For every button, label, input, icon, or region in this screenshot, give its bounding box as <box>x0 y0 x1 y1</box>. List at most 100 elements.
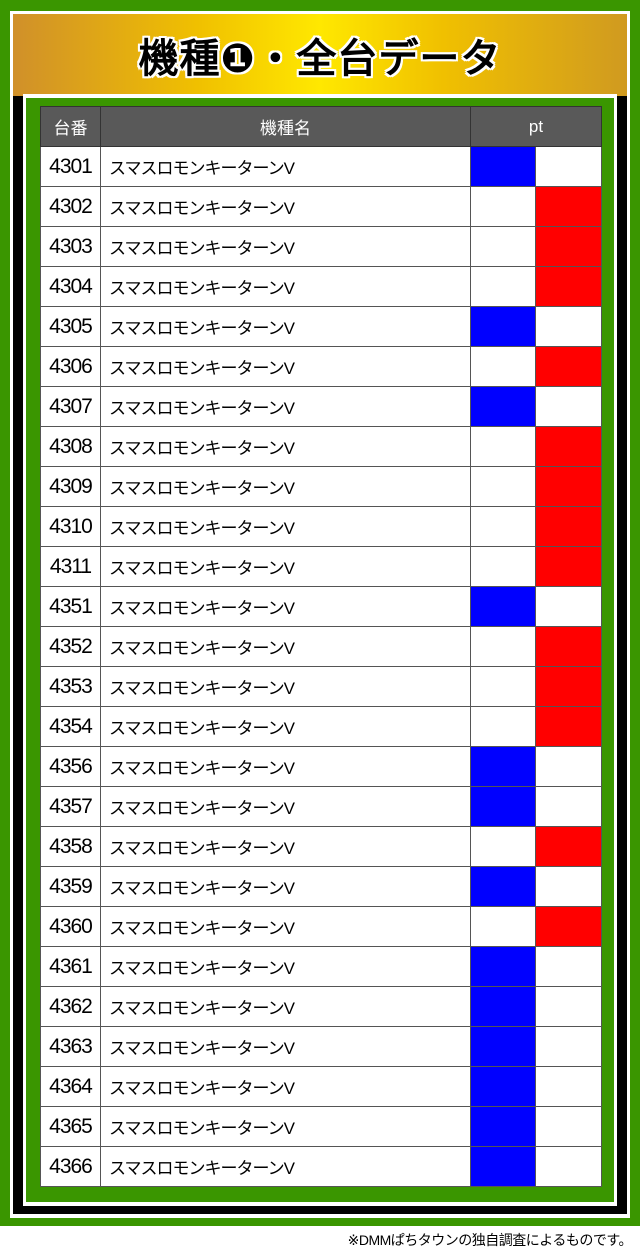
table-row: 4359 スマスロモンキーターンV <box>40 866 602 907</box>
pt-plus-cell <box>535 666 602 707</box>
pt-plus-cell <box>535 506 602 547</box>
pt-plus-cell <box>535 946 602 987</box>
pt-minus-cell <box>470 1066 536 1107</box>
table-row: 4357 スマスロモンキーターンV <box>40 786 602 827</box>
pt-plus-cell <box>535 826 602 867</box>
machine-number: 4362 <box>40 986 101 1027</box>
pt-minus-cell <box>470 1026 536 1067</box>
machine-model: スマスロモンキーターンV <box>100 626 471 667</box>
header-model: 機種名 <box>100 106 471 147</box>
pt-plus-cell <box>535 906 602 947</box>
machine-number: 4351 <box>40 586 101 627</box>
machine-model: スマスロモンキーターンV <box>100 586 471 627</box>
machine-number: 4352 <box>40 626 101 667</box>
pt-minus-cell <box>470 426 536 467</box>
machine-number: 4357 <box>40 786 101 827</box>
machine-model: スマスロモンキーターンV <box>100 1066 471 1107</box>
machine-model: スマスロモンキーターンV <box>100 866 471 907</box>
table-row: 4306 スマスロモンキーターンV <box>40 346 602 387</box>
pt-minus-cell <box>470 986 536 1027</box>
table-row: 4363 スマスロモンキーターンV <box>40 1026 602 1067</box>
machine-model: スマスロモンキーターンV <box>100 546 471 587</box>
machine-number: 4360 <box>40 906 101 947</box>
machine-model: スマスロモンキーターンV <box>100 706 471 747</box>
machine-number: 4306 <box>40 346 101 387</box>
pt-plus-cell <box>535 706 602 747</box>
pt-plus-cell <box>535 306 602 347</box>
machine-model: スマスロモンキーターンV <box>100 1106 471 1147</box>
table-row: 4308 スマスロモンキーターンV <box>40 426 602 467</box>
pt-minus-cell <box>470 506 536 547</box>
pt-minus-cell <box>470 346 536 387</box>
pt-minus-cell <box>470 586 536 627</box>
pt-minus-cell <box>470 706 536 747</box>
pt-plus-cell <box>535 786 602 827</box>
title-banner: 機種❶・全台データ <box>13 14 627 96</box>
machine-model: スマスロモンキーターンV <box>100 1146 471 1187</box>
header-number: 台番 <box>40 106 101 147</box>
machine-model: スマスロモンキーターンV <box>100 746 471 787</box>
machine-number: 4365 <box>40 1106 101 1147</box>
machine-model: スマスロモンキーターンV <box>100 986 471 1027</box>
machine-model: スマスロモンキーターンV <box>100 226 471 267</box>
machine-model: スマスロモンキーターンV <box>100 786 471 827</box>
machine-model: スマスロモンキーターンV <box>100 906 471 947</box>
table-row: 4356 スマスロモンキーターンV <box>40 746 602 787</box>
pt-minus-cell <box>470 1146 536 1187</box>
pt-plus-cell <box>535 186 602 227</box>
table-row: 4366 スマスロモンキーターンV <box>40 1146 602 1187</box>
pt-minus-cell <box>470 826 536 867</box>
machine-model: スマスロモンキーターンV <box>100 266 471 307</box>
machine-number: 4364 <box>40 1066 101 1107</box>
pt-plus-cell <box>535 1026 602 1067</box>
machine-number: 4301 <box>40 146 101 187</box>
machine-model: スマスロモンキーターンV <box>100 386 471 427</box>
table-header-row: 台番 機種名 pt <box>40 106 602 147</box>
table-row: 4354 スマスロモンキーターンV <box>40 706 602 747</box>
machine-model: スマスロモンキーターンV <box>100 666 471 707</box>
page-title: 機種❶・全台データ <box>138 37 502 81</box>
pt-minus-cell <box>470 786 536 827</box>
pt-plus-cell <box>535 266 602 307</box>
pt-minus-cell <box>470 946 536 987</box>
pt-plus-cell <box>535 586 602 627</box>
table-row: 4307 スマスロモンキーターンV <box>40 386 602 427</box>
table-row: 4365 スマスロモンキーターンV <box>40 1106 602 1147</box>
table-row: 4311 スマスロモンキーターンV <box>40 546 602 587</box>
table-row: 4353 スマスロモンキーターンV <box>40 666 602 707</box>
pt-minus-cell <box>470 266 536 307</box>
pt-minus-cell <box>470 866 536 907</box>
pt-plus-cell <box>535 226 602 267</box>
footer-note: ※DMMぱちタウンの独自調査によるものです。 <box>347 1232 633 1248</box>
pt-plus-cell <box>535 1106 602 1147</box>
machine-number: 4356 <box>40 746 101 787</box>
pt-minus-cell <box>470 906 536 947</box>
machine-model: スマスロモンキーターンV <box>100 426 471 467</box>
header-pt: pt <box>470 106 602 147</box>
machine-number: 4307 <box>40 386 101 427</box>
machine-model: スマスロモンキーターンV <box>100 186 471 227</box>
machine-model: スマスロモンキーターンV <box>100 306 471 347</box>
machine-model: スマスロモンキーターンV <box>100 466 471 507</box>
pt-plus-cell <box>535 746 602 787</box>
table-row: 4304 スマスロモンキーターンV <box>40 266 602 307</box>
table-row: 4309 スマスロモンキーターンV <box>40 466 602 507</box>
machine-model: スマスロモンキーターンV <box>100 346 471 387</box>
machine-number: 4359 <box>40 866 101 907</box>
table-row: 4364 スマスロモンキーターンV <box>40 1066 602 1107</box>
machine-number: 4363 <box>40 1026 101 1067</box>
table-row: 4302 スマスロモンキーターンV <box>40 186 602 227</box>
pt-plus-cell <box>535 146 602 187</box>
pt-minus-cell <box>470 386 536 427</box>
table-row: 4358 スマスロモンキーターンV <box>40 826 602 867</box>
machine-number: 4366 <box>40 1146 101 1187</box>
machine-number: 4354 <box>40 706 101 747</box>
table-row: 4360 スマスロモンキーターンV <box>40 906 602 947</box>
machine-model: スマスロモンキーターンV <box>100 506 471 547</box>
data-table: 台番 機種名 pt 4301 スマスロモンキーターンV 4302 スマスロモンキーター… <box>40 106 602 1187</box>
table-row: 4362 スマスロモンキーターンV <box>40 986 602 1027</box>
pt-minus-cell <box>470 306 536 347</box>
pt-plus-cell <box>535 866 602 907</box>
pt-minus-cell <box>470 186 536 227</box>
machine-number: 4353 <box>40 666 101 707</box>
